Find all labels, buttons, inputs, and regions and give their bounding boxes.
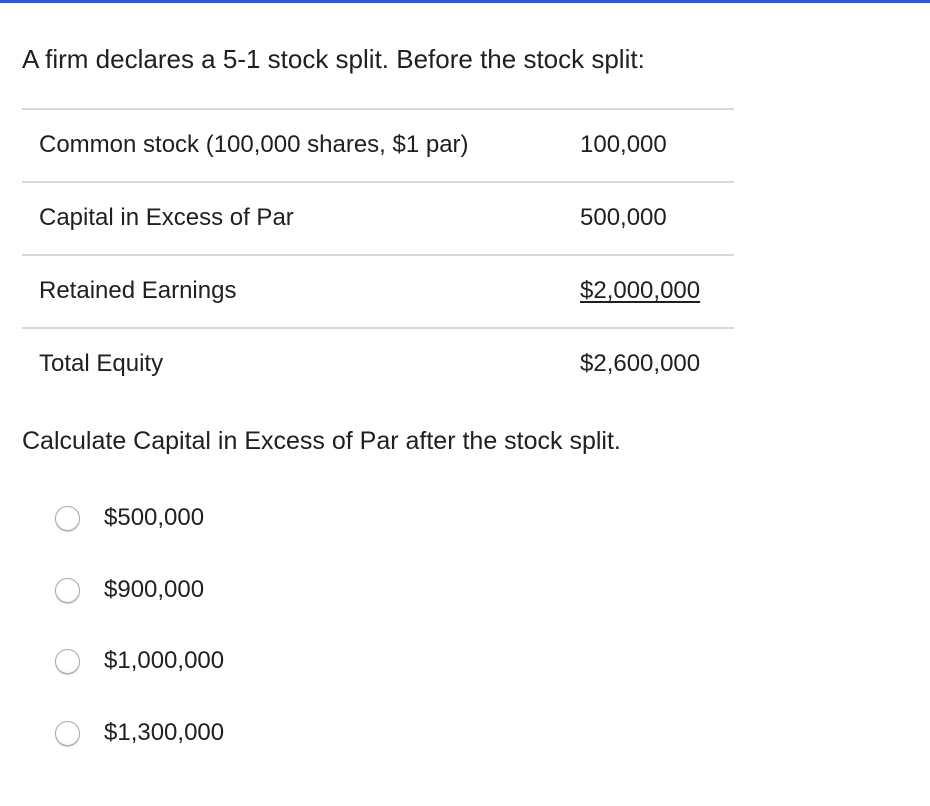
- row-value: $2,600,000: [580, 350, 701, 377]
- top-accent-bar: [0, 0, 930, 3]
- question-text: Calculate Capital in Excess of Par after…: [22, 427, 621, 455]
- answer-option-1[interactable]: $500,000: [55, 503, 204, 533]
- answer-option-2[interactable]: $900,000: [55, 575, 204, 605]
- answer-option-3[interactable]: $1,000,000: [55, 646, 224, 676]
- option-label: $500,000: [104, 504, 205, 531]
- radio-button[interactable]: [55, 505, 80, 531]
- question-intro: A firm declares a 5-1 stock split. Befor…: [22, 44, 645, 74]
- row-value: 100,000: [580, 131, 667, 158]
- row-label: Common stock (100,000 shares, $1 par): [39, 131, 469, 158]
- option-label: $1,000,000: [104, 647, 225, 674]
- row-value: $2,000,000: [580, 277, 701, 304]
- radio-button[interactable]: [55, 720, 80, 746]
- row-label: Retained Earnings: [39, 277, 237, 304]
- table-row: Retained Earnings $2,000,000: [22, 254, 734, 327]
- answer-option-4[interactable]: $1,300,000: [55, 718, 224, 748]
- row-label: Total Equity: [39, 350, 164, 377]
- radio-button[interactable]: [55, 577, 80, 603]
- table-row: Capital in Excess of Par 500,000: [22, 181, 734, 254]
- radio-button[interactable]: [55, 648, 80, 674]
- row-label: Capital in Excess of Par: [39, 204, 294, 231]
- option-label: $900,000: [104, 576, 205, 603]
- row-value: 500,000: [580, 204, 667, 231]
- option-label: $1,300,000: [104, 719, 225, 746]
- table-row: Total Equity $2,600,000: [22, 327, 734, 400]
- equity-table: Common stock (100,000 shares, $1 par) 10…: [22, 108, 734, 400]
- table-row: Common stock (100,000 shares, $1 par) 10…: [22, 108, 734, 181]
